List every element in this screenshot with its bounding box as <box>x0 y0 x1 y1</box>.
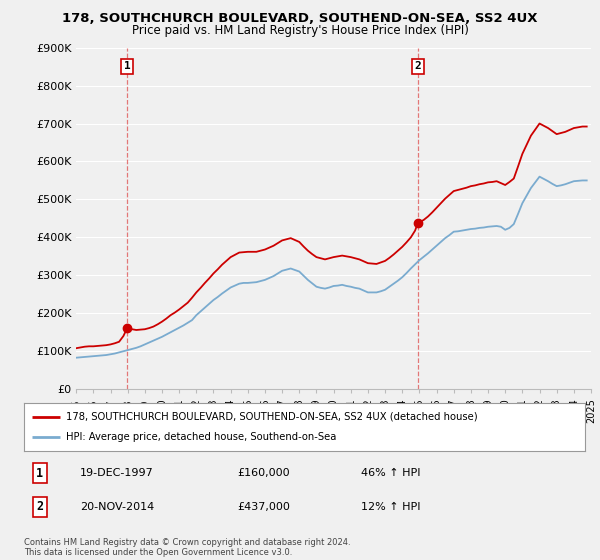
Text: 178, SOUTHCHURCH BOULEVARD, SOUTHEND-ON-SEA, SS2 4UX: 178, SOUTHCHURCH BOULEVARD, SOUTHEND-ON-… <box>62 12 538 25</box>
Text: Contains HM Land Registry data © Crown copyright and database right 2024.
This d: Contains HM Land Registry data © Crown c… <box>24 538 350 557</box>
Text: 178, SOUTHCHURCH BOULEVARD, SOUTHEND-ON-SEA, SS2 4UX (detached house): 178, SOUTHCHURCH BOULEVARD, SOUTHEND-ON-… <box>66 412 478 422</box>
Text: 2: 2 <box>36 500 43 514</box>
Text: 1: 1 <box>36 466 43 480</box>
Text: 20-NOV-2014: 20-NOV-2014 <box>80 502 154 512</box>
Text: £437,000: £437,000 <box>237 502 290 512</box>
Text: 1: 1 <box>124 62 130 71</box>
Text: 2: 2 <box>415 62 421 71</box>
Text: Price paid vs. HM Land Registry's House Price Index (HPI): Price paid vs. HM Land Registry's House … <box>131 24 469 36</box>
Text: 19-DEC-1997: 19-DEC-1997 <box>80 468 154 478</box>
Text: 46% ↑ HPI: 46% ↑ HPI <box>361 468 420 478</box>
Text: HPI: Average price, detached house, Southend-on-Sea: HPI: Average price, detached house, Sout… <box>66 432 337 442</box>
Text: £160,000: £160,000 <box>237 468 290 478</box>
Text: 12% ↑ HPI: 12% ↑ HPI <box>361 502 420 512</box>
